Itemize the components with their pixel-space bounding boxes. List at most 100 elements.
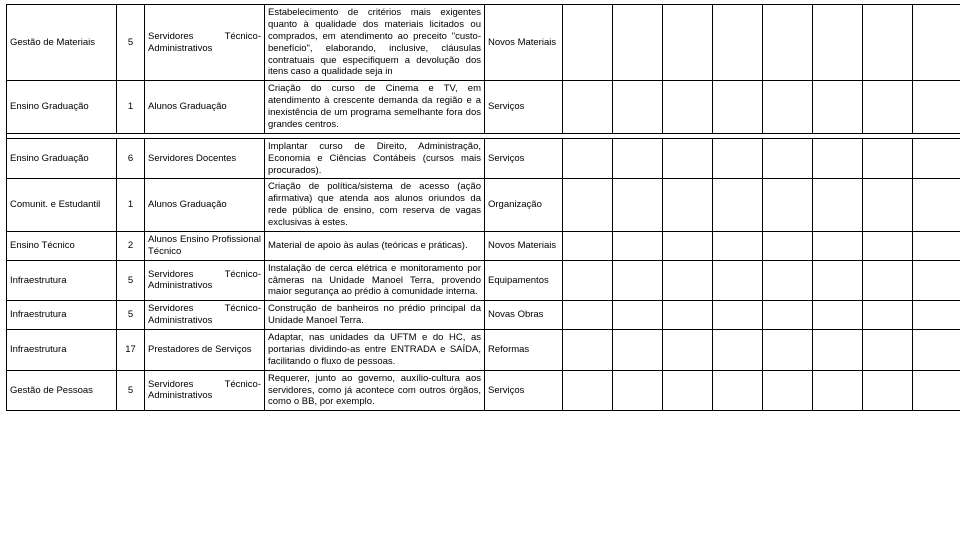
table-cell [563,330,613,371]
table-cell: Comunit. e Estudantil [7,179,117,232]
table-cell [913,179,960,232]
table-cell: Infraestrutura [7,330,117,371]
table-cell [713,138,763,179]
table-cell: Serviços [485,138,563,179]
table-cell [763,370,813,411]
table-cell [913,370,960,411]
table-cell [713,179,763,232]
table-cell [763,301,813,330]
table-row: Ensino Graduação1Alunos GraduaçãoCriação… [7,81,960,134]
table-cell [613,330,663,371]
table-cell: Criação de política/sistema de acesso (a… [265,179,485,232]
table-cell [563,179,613,232]
table-cell [863,81,913,134]
table-cell [563,370,613,411]
table-cell [813,5,863,81]
table-cell: 1 [117,179,145,232]
table-row: Gestão de Pessoas5Servidores Técnico-Adm… [7,370,960,411]
table-cell [713,81,763,134]
table-cell [863,138,913,179]
table-cell: Ensino Graduação [7,138,117,179]
table-cell: Equipamentos [485,260,563,301]
table-cell [913,138,960,179]
table-cell [713,301,763,330]
table-cell: Instalação de cerca elétrica e monitoram… [265,260,485,301]
table-cell [913,231,960,260]
table-cell [663,5,713,81]
table-cell: Alunos Graduação [145,179,265,232]
table-cell: Serviços [485,81,563,134]
table-cell [663,231,713,260]
table-cell [913,5,960,81]
table-cell: 5 [117,260,145,301]
table-cell: 5 [117,5,145,81]
table-cell: 17 [117,330,145,371]
table-cell: Novas Obras [485,301,563,330]
table-cell [913,81,960,134]
table-cell [913,330,960,371]
table-cell: Gestão de Materiais [7,5,117,81]
table-cell: Implantar curso de Direito, Administraçã… [265,138,485,179]
table-cell [863,179,913,232]
table-cell [713,231,763,260]
table-cell [613,179,663,232]
table-cell [913,260,960,301]
table-cell [563,81,613,134]
table-cell [663,301,713,330]
table-row: Ensino Técnico2Alunos Ensino Profissiona… [7,231,960,260]
table-cell [813,370,863,411]
table-cell [813,231,863,260]
table-cell [763,138,813,179]
table-cell [613,370,663,411]
table-cell: Infraestrutura [7,301,117,330]
table-cell: Estabelecimento de critérios mais exigen… [265,5,485,81]
table-cell: Construção de banheiros no prédio princi… [265,301,485,330]
table-cell: Servidores Técnico-Administrativos [145,260,265,301]
table-cell: Prestadores de Serviços [145,330,265,371]
data-table: Gestão de Materiais5Servidores Técnico-A… [6,4,960,411]
table-cell [713,370,763,411]
table-cell [763,179,813,232]
table-row: Infraestrutura17Prestadores de ServiçosA… [7,330,960,371]
table-cell [613,260,663,301]
table-cell [663,179,713,232]
table-row: Comunit. e Estudantil1Alunos GraduaçãoCr… [7,179,960,232]
table-cell [863,330,913,371]
table-cell: Novos Materiais [485,5,563,81]
table-cell [663,81,713,134]
table-cell: Novos Materiais [485,231,563,260]
table-cell [613,231,663,260]
table-cell: 1 [117,81,145,134]
table-cell [613,81,663,134]
table-cell [613,5,663,81]
table-cell: Serviços [485,370,563,411]
table-cell [763,81,813,134]
table-cell [563,301,613,330]
table-cell: Ensino Graduação [7,81,117,134]
table-cell [813,138,863,179]
table-cell [613,138,663,179]
table-cell [713,260,763,301]
table-cell [563,5,613,81]
table-cell [813,330,863,371]
table-cell [663,330,713,371]
table-row: Infraestrutura5Servidores Técnico-Admini… [7,260,960,301]
table-row: Infraestrutura5Servidores Técnico-Admini… [7,301,960,330]
table-cell: Criação do curso de Cinema e TV, em aten… [265,81,485,134]
table-cell [763,260,813,301]
table-cell [913,301,960,330]
table-cell: Gestão de Pessoas [7,370,117,411]
table-cell: Adaptar, nas unidades da UFTM e do HC, a… [265,330,485,371]
table-cell [663,138,713,179]
table-cell [763,231,813,260]
table-cell [763,330,813,371]
table-cell: Servidores Técnico-Administrativos [145,301,265,330]
table-cell: Requerer, junto ao governo, auxílio-cult… [265,370,485,411]
table-cell [863,231,913,260]
table-cell: Servidores Técnico-Administrativos [145,5,265,81]
table-cell: Servidores Técnico-Administrativos [145,370,265,411]
table-cell: Alunos Graduação [145,81,265,134]
table-cell [663,260,713,301]
table-cell [863,301,913,330]
table-cell [863,370,913,411]
